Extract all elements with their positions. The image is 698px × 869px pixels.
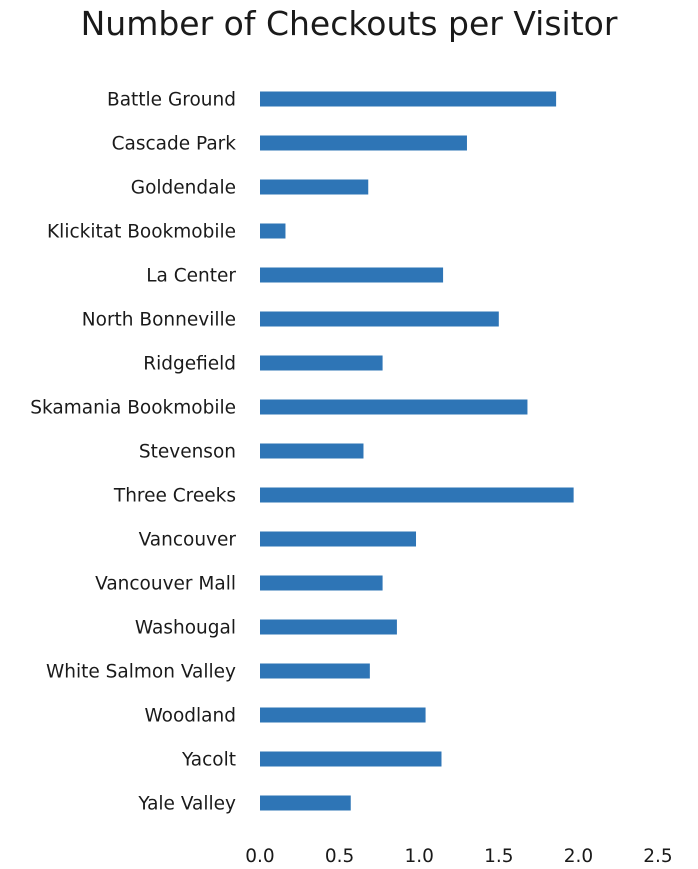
bar — [260, 223, 286, 239]
x-tick-label: 1.5 — [484, 846, 513, 867]
x-axis-ticks: 0.0 0.5 1.0 1.5 2.0 2.5 — [245, 846, 672, 867]
bar — [260, 707, 426, 723]
category-label: Woodland — [144, 706, 236, 727]
category-label: Stevenson — [139, 442, 236, 463]
x-tick-label: 1.0 — [404, 846, 433, 867]
x-tick-label: 2.5 — [643, 846, 672, 867]
category-label: Vancouver Mall — [95, 574, 236, 595]
chart-title: Number of Checkouts per Visitor — [80, 4, 618, 43]
category-label: North Bonneville — [82, 310, 236, 331]
category-label: La Center — [146, 266, 236, 287]
bar — [260, 179, 369, 195]
x-tick-label: 0.5 — [325, 846, 354, 867]
bar — [260, 443, 364, 459]
bar — [260, 135, 467, 151]
x-tick-label: 0.0 — [245, 846, 274, 867]
bar — [260, 619, 397, 635]
bar — [260, 487, 574, 503]
bar — [260, 663, 370, 679]
bar — [260, 531, 417, 547]
bar — [260, 311, 499, 327]
category-label: Skamania Bookmobile — [30, 398, 236, 419]
bar — [260, 751, 442, 767]
category-label: Three Creeks — [113, 486, 236, 507]
category-label: Goldendale — [131, 178, 236, 199]
category-label: Washougal — [135, 618, 236, 639]
category-label: Ridgefield — [143, 354, 236, 375]
bar — [260, 355, 383, 371]
bar — [260, 575, 383, 591]
category-label: Cascade Park — [112, 134, 237, 155]
category-label: Klickitat Bookmobile — [47, 222, 236, 243]
bar — [260, 795, 351, 811]
category-label: White Salmon Valley — [46, 662, 236, 683]
category-labels: Battle Ground Cascade Park Goldendale Klick… — [30, 90, 236, 815]
category-label: Vancouver — [139, 530, 237, 551]
bar — [260, 267, 444, 283]
category-label: Yacolt — [181, 750, 236, 771]
bar — [260, 399, 528, 415]
category-label: Battle Ground — [107, 90, 236, 111]
category-label: Yale Valley — [137, 794, 236, 815]
bar — [260, 91, 557, 107]
x-tick-label: 2.0 — [564, 846, 593, 867]
bars — [260, 91, 574, 811]
